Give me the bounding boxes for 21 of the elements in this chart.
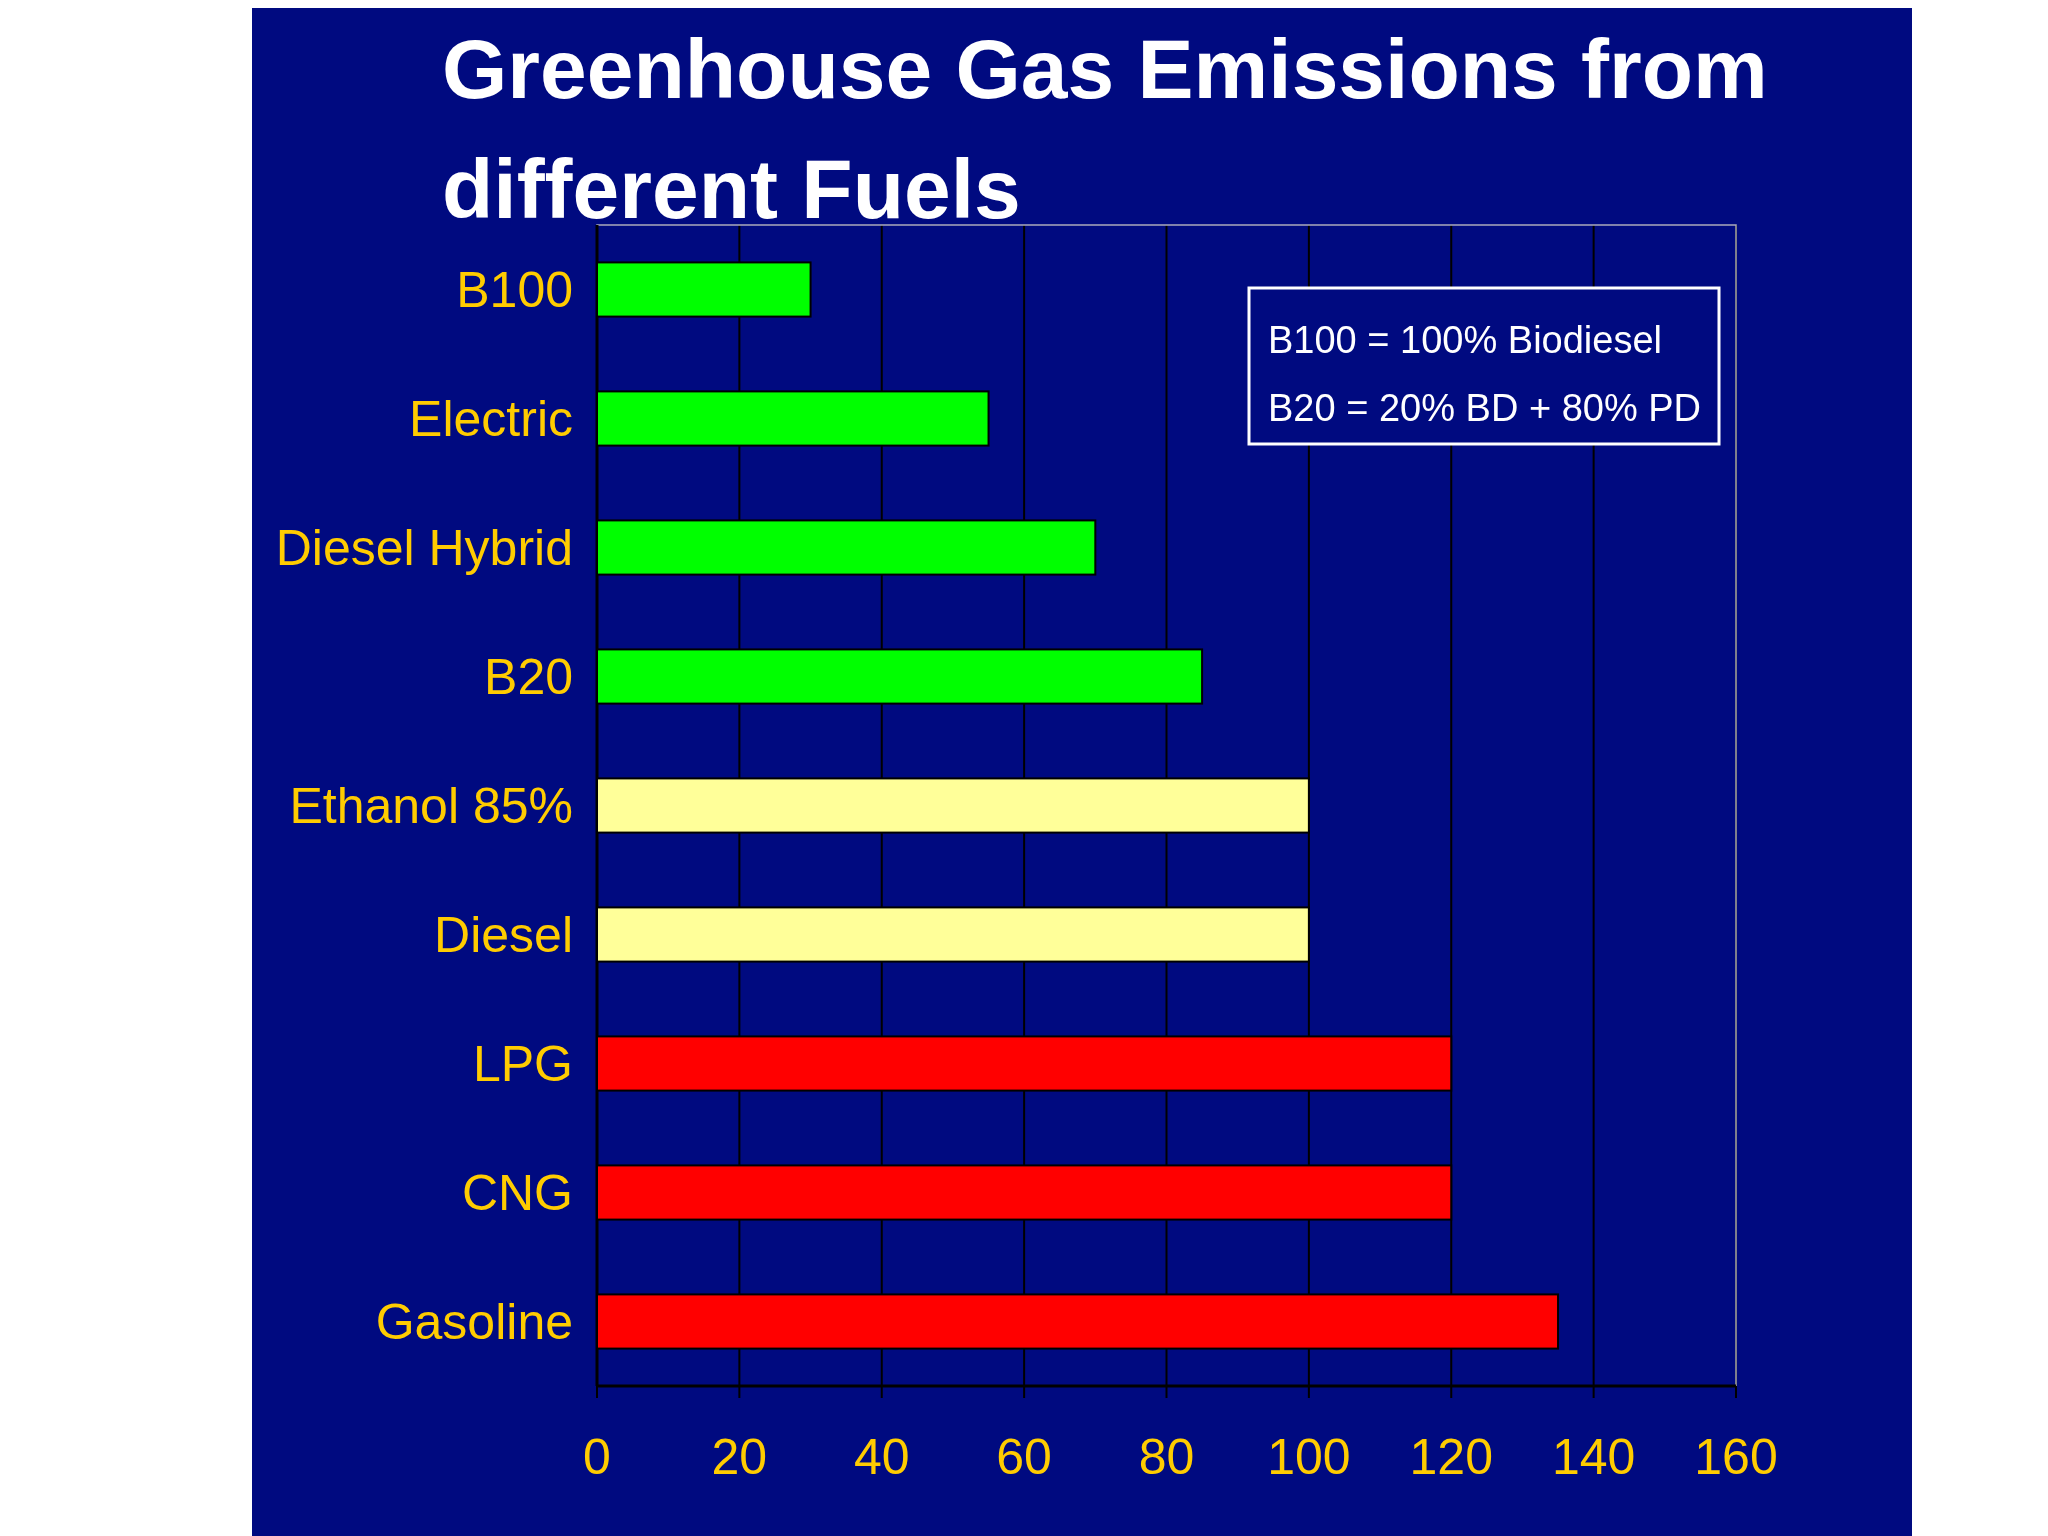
x-tick-label: 100 — [1267, 1429, 1351, 1485]
y-tick-label: B20 — [484, 649, 573, 705]
y-tick-label: Gasoline — [375, 1294, 573, 1350]
y-tick-label: LPG — [472, 1036, 573, 1092]
x-tick-label: 160 — [1694, 1429, 1778, 1485]
annotation: B100 = 100% Biodiesel — [1268, 319, 1663, 361]
y-tick-label: Ethanol 85% — [289, 778, 573, 834]
x-tick-label: 80 — [1138, 1429, 1195, 1485]
x-tick-label: 40 — [853, 1429, 910, 1485]
x-tick-label: 0 — [583, 1429, 611, 1485]
x-tick-label: 20 — [711, 1429, 768, 1485]
y-tick-label: Diesel Hybrid — [275, 520, 573, 576]
chart-title: Greenhouse Gas Emissions from different Fuels — [442, 22, 1768, 236]
annotation: B20 = 20% BD + 80% PD — [1268, 387, 1702, 429]
x-tick-label: 60 — [996, 1429, 1052, 1485]
y-tick-label: CNG — [461, 1165, 573, 1221]
y-tick-label: B100 — [456, 262, 573, 318]
y-tick-label: Diesel — [434, 907, 573, 963]
x-tick-label: 140 — [1551, 1429, 1636, 1485]
x-tick-label: 120 — [1409, 1429, 1493, 1485]
y-tick-label: Electric — [409, 391, 573, 447]
